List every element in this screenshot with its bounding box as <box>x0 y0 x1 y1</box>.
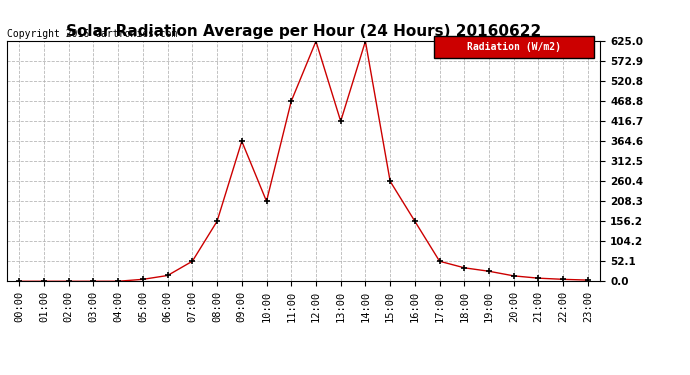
Text: Radiation (W/m2): Radiation (W/m2) <box>467 42 561 52</box>
Text: Copyright 2016 Cartronics.com: Copyright 2016 Cartronics.com <box>7 29 177 39</box>
FancyBboxPatch shape <box>434 36 594 58</box>
Title: Solar Radiation Average per Hour (24 Hours) 20160622: Solar Radiation Average per Hour (24 Hou… <box>66 24 541 39</box>
